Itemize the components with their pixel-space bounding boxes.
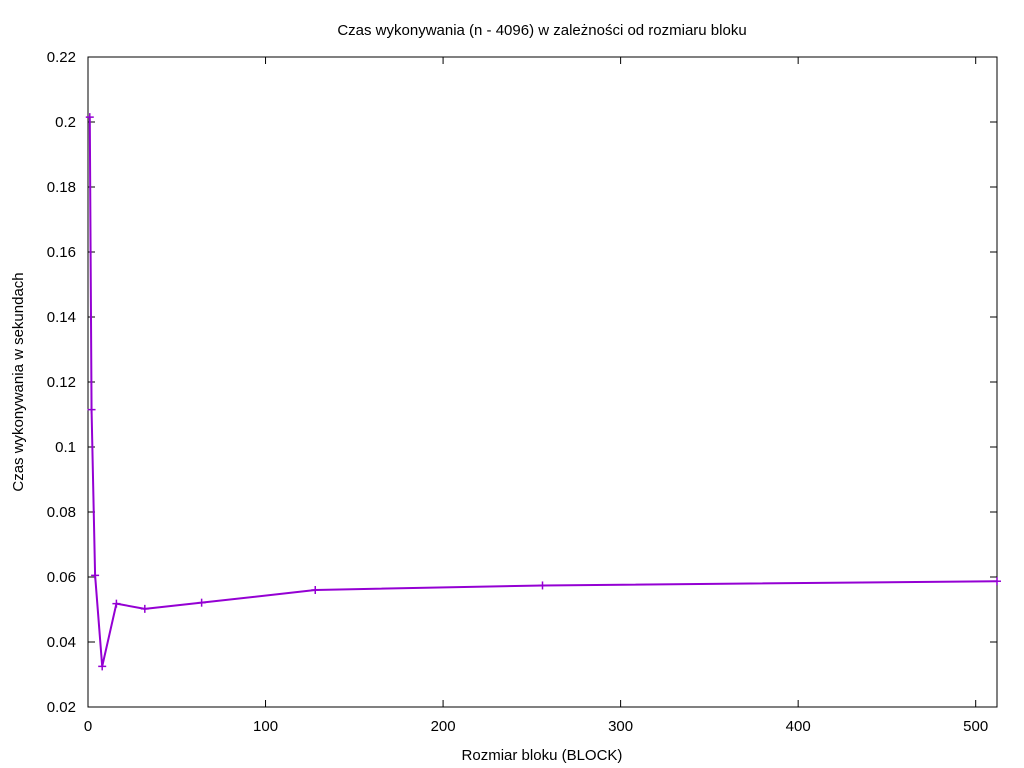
data-point-marker [87,405,96,414]
y-tick-label: 0.18 [47,179,76,196]
y-tick-label: 0.16 [47,244,76,261]
x-tick-label: 500 [963,718,988,735]
series-line [88,117,998,668]
y-tick-label: 0.08 [47,504,76,521]
y-tick-label: 0.04 [47,634,76,651]
y-tick-label: 0.1 [55,439,76,456]
data-point-marker [538,581,547,590]
y-tick-label: 0.22 [47,49,76,66]
data-point-marker [197,598,206,607]
axis-ticks [87,56,997,708]
data-point-marker [311,586,320,594]
y-tick-label: 0.2 [55,114,76,131]
x-tick-label: 200 [431,718,456,735]
series-layer [85,113,1001,671]
data-point-marker [140,604,149,613]
data-point-marker [85,113,94,122]
y-axis-label: Czas wykonywania w sekundach [10,272,27,491]
x-tick-label: 300 [608,718,633,735]
y-tick-label: 0.14 [47,309,76,326]
data-point-marker [91,571,100,580]
data-point-marker [112,599,121,608]
y-tick-label: 0.06 [47,569,76,586]
x-tick-label: 0 [84,718,92,735]
x-tick-label: 100 [253,718,278,735]
data-point-marker [993,577,1001,586]
plot-frame [87,56,998,708]
y-tick-label: 0.02 [47,699,76,716]
x-tick-label: 400 [786,718,811,735]
x-axis-label: Rozmiar bloku (BLOCK) [462,747,623,764]
axis-tick-labels: 0.02 0.04 0.06 0.08 0.1 0.12 0.14 0.16 0.18 0.2 0.… [47,49,988,735]
y-tick-label: 0.12 [47,374,76,391]
data-point-marker [98,662,107,671]
chart-title: Czas wykonywania (n - 4096) w zależności… [337,22,746,39]
